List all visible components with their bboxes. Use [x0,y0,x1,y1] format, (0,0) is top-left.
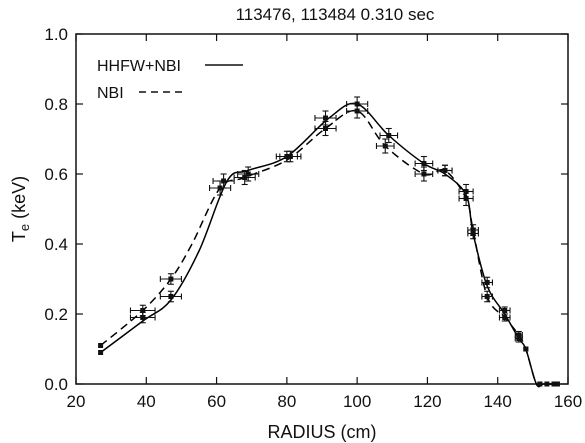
marker [245,171,251,177]
y-tick-label: 0.0 [44,375,68,394]
x-tick-label: 40 [137,392,156,411]
marker [98,350,104,355]
marker [502,308,508,313]
data-point [159,290,182,303]
marker [140,315,146,320]
legend-label-hhfw-nbi: HHFW+NBI [97,58,181,75]
data-point [159,273,182,285]
data-point [498,313,511,322]
x-tick-label: 80 [277,392,296,411]
x-tick-label: 140 [484,392,512,411]
data-point [514,330,523,340]
data-point [523,346,529,352]
marker [544,381,550,387]
data-point [379,127,399,144]
data-point [437,164,453,177]
error-bar-points [98,96,560,387]
data-point [208,180,232,196]
data-point [233,169,256,186]
data-point [481,290,493,303]
marker [554,381,560,387]
plot-frame [75,33,569,385]
marker [502,315,508,320]
marker [523,346,529,352]
series-line-hhfw-nbi [100,102,554,388]
data-point [481,276,493,289]
marker [323,126,329,131]
marker [140,308,146,313]
y-tick-label: 0.8 [44,95,68,114]
y-axis-title-main: T [9,231,29,242]
x-tick-label: 120 [413,392,441,411]
marker [382,143,388,149]
y-axis-title-unit: (keV) [9,176,29,224]
marker [484,280,490,285]
x-axis-title: RADIUS (cm) [268,422,377,442]
data-point [458,190,474,207]
legend: HHFW+NBI NBI [97,58,243,102]
y-tick-label: 1.0 [44,25,68,44]
series-line-nbi [100,109,554,388]
data-point [414,155,434,172]
marker [168,294,174,299]
marker [217,185,223,191]
chart-title: 113476, 113484 0.310 sec [236,5,435,24]
x-tick-label: 160 [554,392,582,411]
marker [323,115,329,121]
data-point [237,166,260,182]
data-point [554,381,560,387]
data-point [467,227,479,240]
marker [537,381,543,387]
data-point [346,103,369,119]
y-tick-label: 0.6 [44,165,68,184]
marker [242,175,248,180]
x-tick-label: 20 [67,392,86,411]
x-tick-label: 100 [343,392,371,411]
marker [168,276,174,282]
data-point [279,150,302,163]
marker [516,332,522,338]
data-point [375,138,395,154]
y-tick-label: 0.2 [44,305,68,324]
marker [421,161,427,166]
marker [463,196,469,201]
legend-label-nbi: NBI [97,85,124,102]
y-axis-title-sub: e [17,224,32,231]
data-point [414,166,434,182]
marker [421,171,427,177]
data-point [98,350,104,355]
marker [287,154,293,159]
data-point [129,304,156,317]
y-axis-title: Te (keV) [9,176,32,242]
series-layer [100,102,554,388]
marker [551,381,557,387]
data-point [314,110,337,126]
data-point [498,306,511,315]
y-tick-label: 0.4 [44,235,68,254]
data-point [551,381,557,387]
marker [484,294,490,299]
data-point [314,120,337,137]
marker [221,178,227,184]
data-point [544,381,550,387]
axis-ticks: 20 40 60 80 100 120 140 160 0.0 0.2 0.4 0.6 0.8 1.0 [44,25,582,411]
marker [354,108,360,114]
marker [470,231,476,236]
marker [386,133,392,138]
data-point [537,381,543,387]
x-tick-label: 60 [207,392,226,411]
marker [98,343,104,348]
data-point [98,343,104,348]
marker [442,168,448,173]
